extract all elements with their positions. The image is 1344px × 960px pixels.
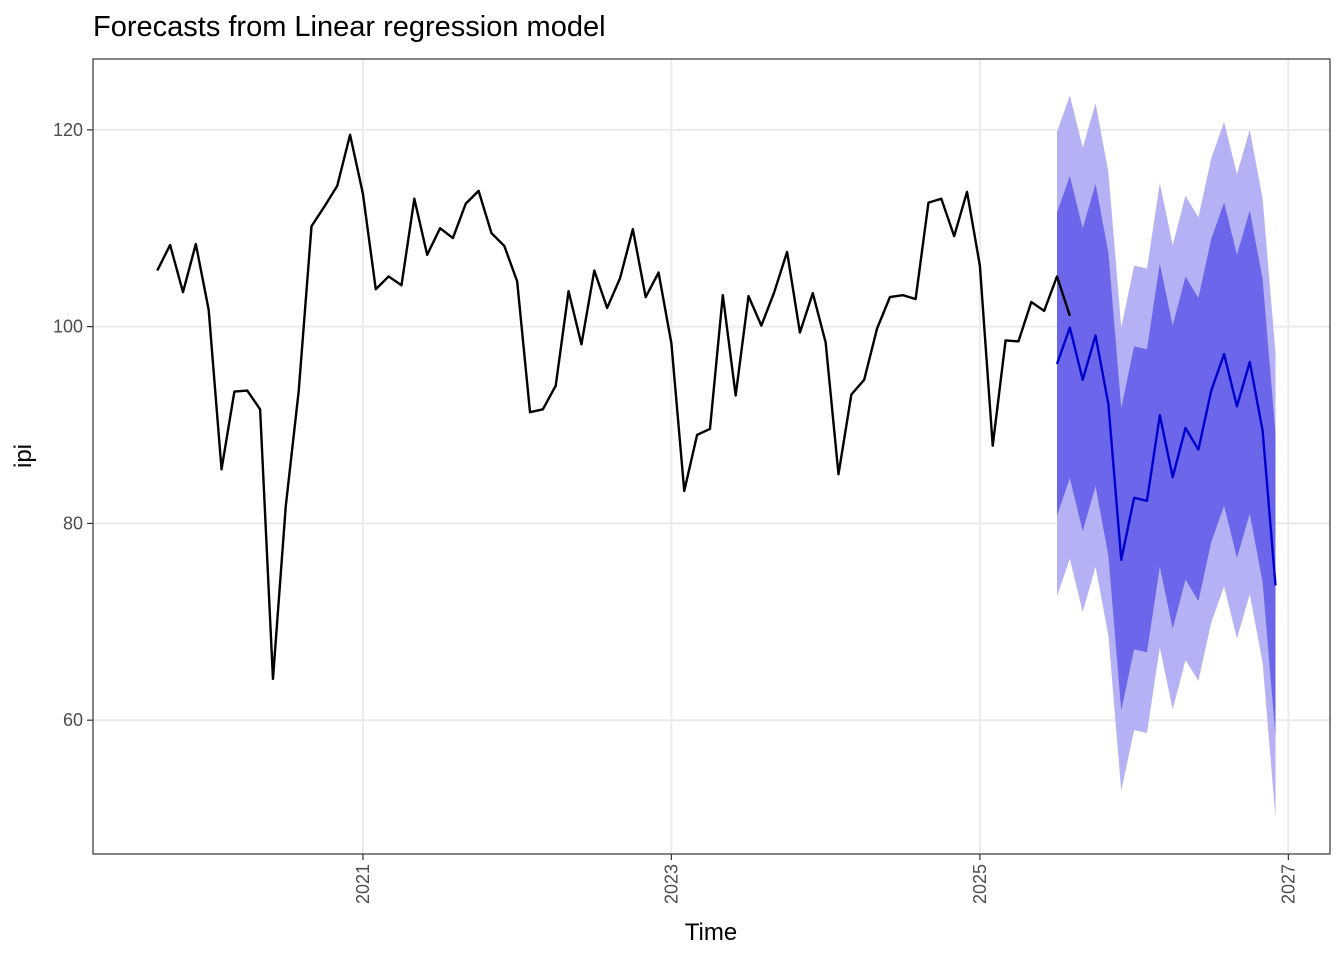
panel-border — [92, 58, 1331, 855]
prediction-intervals — [1057, 95, 1276, 818]
x-tick-label: 2025 — [970, 864, 990, 904]
y-tick-label: 100 — [53, 317, 83, 337]
y-tick-label: 80 — [63, 513, 83, 533]
x-tick-label: 2027 — [1278, 864, 1298, 904]
series-lines — [156, 133, 1277, 681]
history-line — [156, 133, 1071, 681]
y-axis-title: ipi — [10, 444, 37, 468]
axis-ticks: 60 80 100 120 2021 2023 2025 2027 — [53, 120, 1298, 904]
y-tick-label: 120 — [53, 120, 83, 140]
band-80 — [1057, 176, 1276, 737]
x-axis-title: Time — [685, 919, 737, 946]
x-tick-label: 2023 — [661, 864, 681, 904]
x-tick-label: 2021 — [353, 864, 373, 904]
y-tick-label: 60 — [63, 710, 83, 730]
forecast-mean-line — [1055, 326, 1277, 586]
chart-title: Forecasts from Linear regression model — [93, 11, 606, 43]
